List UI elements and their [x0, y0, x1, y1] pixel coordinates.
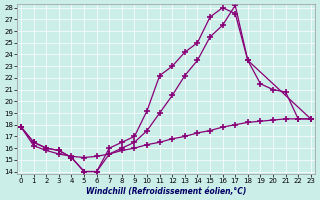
X-axis label: Windchill (Refroidissement éolien,°C): Windchill (Refroidissement éolien,°C): [86, 187, 246, 196]
